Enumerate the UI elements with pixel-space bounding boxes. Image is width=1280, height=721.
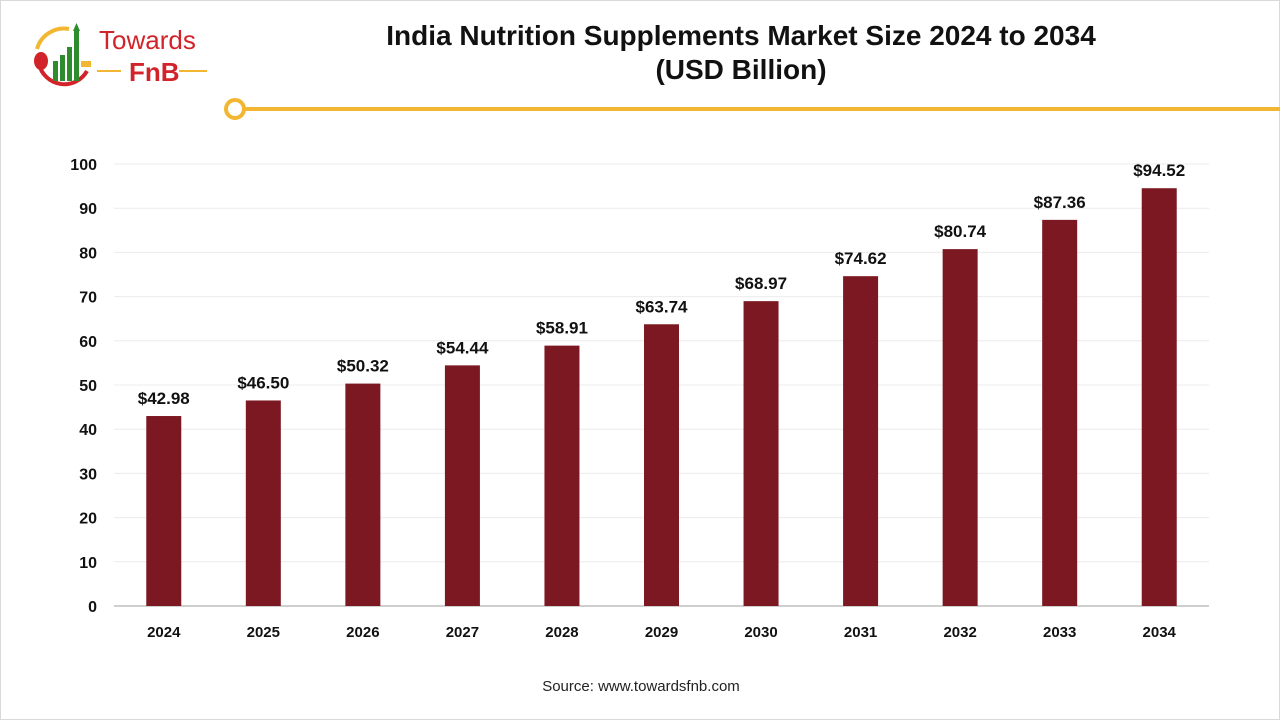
y-tick-label: 90 — [79, 201, 97, 218]
data-label: $74.62 — [835, 249, 887, 268]
x-tick-label: 2029 — [645, 624, 678, 641]
x-tick-label: 2031 — [844, 624, 877, 641]
bar-2024 — [146, 416, 182, 606]
y-tick-label: 40 — [79, 422, 97, 439]
y-tick-label: 60 — [79, 334, 97, 351]
x-tick-label: 2024 — [147, 624, 181, 641]
svg-text:FnB: FnB — [129, 57, 180, 87]
x-tick-label: 2027 — [446, 624, 479, 641]
y-tick-label: 0 — [88, 599, 97, 616]
y-tick-label: 70 — [79, 290, 97, 307]
data-label: $94.52 — [1133, 161, 1185, 180]
data-label: $54.44 — [436, 338, 489, 357]
data-label: $50.32 — [337, 357, 389, 376]
x-tick-label: 2028 — [545, 624, 578, 641]
towards-fnb-logo: Towards FnB — [29, 19, 219, 89]
accent-rule — [233, 107, 1280, 111]
y-tick-label: 10 — [79, 555, 97, 572]
source-note: Source: www.towardsfnb.com — [542, 678, 740, 695]
data-label: $42.98 — [138, 389, 190, 408]
data-label: $63.74 — [636, 297, 689, 316]
y-tick-label: 20 — [79, 511, 97, 528]
x-tick-label: 2030 — [744, 624, 777, 641]
bar-2026 — [345, 383, 381, 606]
data-label: $46.50 — [237, 373, 289, 392]
svg-text:Towards: Towards — [99, 25, 196, 55]
x-tick-label: 2026 — [346, 624, 379, 641]
chart-title: India Nutrition Supplements Market Size … — [301, 19, 1181, 87]
x-tick-label: 2032 — [943, 624, 976, 641]
accent-dot — [224, 98, 246, 120]
bar-2025 — [245, 400, 281, 606]
bar-2031 — [843, 276, 879, 606]
y-tick-label: 30 — [79, 466, 97, 483]
bar-2034 — [1141, 188, 1177, 606]
bar-2032 — [942, 249, 978, 606]
y-tick-label: 50 — [79, 378, 97, 395]
x-tick-label: 2025 — [247, 624, 280, 641]
data-label: $80.74 — [934, 222, 987, 241]
x-tick-label: 2033 — [1043, 624, 1076, 641]
data-label: $68.97 — [735, 274, 787, 293]
bar-2029 — [644, 324, 679, 606]
chart-title-main: India Nutrition Supplements Market Size … — [386, 20, 1096, 51]
bar-2033 — [1042, 219, 1078, 606]
x-tick-label: 2034 — [1143, 624, 1177, 641]
bar-2030 — [743, 301, 779, 606]
bar-2028 — [544, 345, 580, 606]
bar-2027 — [444, 365, 480, 606]
data-label: $58.91 — [536, 319, 588, 338]
chart-subtitle: (USD Billion) — [655, 54, 827, 85]
data-label: $87.36 — [1034, 193, 1086, 212]
y-tick-label: 80 — [79, 245, 97, 262]
y-tick-label: 100 — [70, 157, 97, 174]
